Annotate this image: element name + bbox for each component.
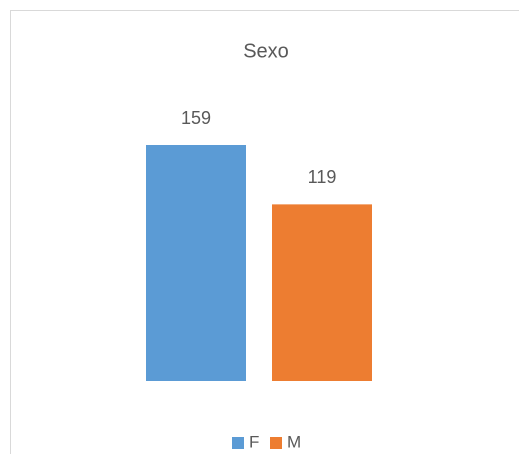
chart-border	[10, 10, 519, 454]
data-label: 119	[308, 167, 337, 187]
legend-label: F	[249, 432, 259, 451]
legend-swatch	[232, 437, 244, 449]
data-label: 159	[181, 108, 211, 128]
chart-title: Sexo	[243, 40, 289, 62]
bar	[272, 204, 372, 381]
bar	[146, 145, 246, 381]
legend-swatch	[270, 437, 282, 449]
legend-label: M	[287, 432, 301, 451]
